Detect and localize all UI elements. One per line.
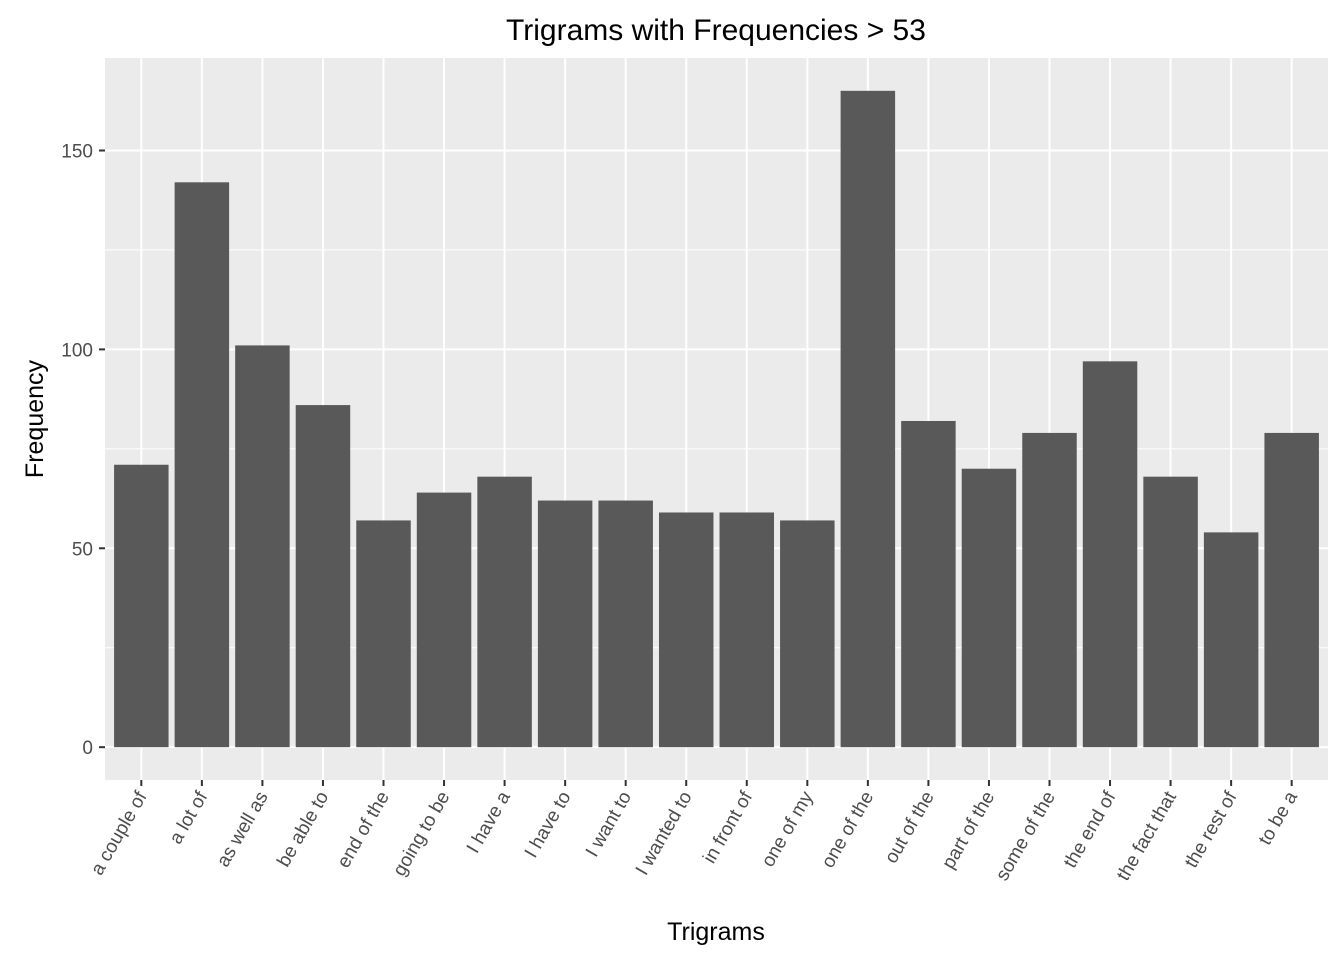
x-axis-title: Trigrams xyxy=(667,918,765,946)
bar-the-end-of xyxy=(1082,361,1138,748)
bar-in-front-of xyxy=(719,512,775,748)
bar-a-couple-of xyxy=(114,464,169,748)
bar-i-want-to xyxy=(598,500,653,748)
bar-the-rest-of xyxy=(1203,532,1259,748)
bar-some-of-the xyxy=(1022,432,1077,748)
bars xyxy=(114,90,1319,748)
bar-i-have-a xyxy=(477,476,532,748)
y-tick-label: 150 xyxy=(61,141,93,162)
bar-i-wanted-to xyxy=(658,512,714,748)
bar-i-have-to xyxy=(537,500,593,748)
chart-title: Trigrams with Frequencies > 53 xyxy=(506,14,926,47)
bar-one-of-my xyxy=(780,520,835,748)
bar-to-be-a xyxy=(1264,432,1319,748)
y-axis: 0 50 100 150 xyxy=(61,141,105,759)
bar-a-lot-of xyxy=(174,182,230,748)
bar-one-of-the xyxy=(840,90,896,748)
bar-out-of-the xyxy=(901,420,956,748)
bar-be-able-to xyxy=(295,405,351,748)
y-tick-label: 100 xyxy=(61,340,93,361)
bar-as-well-as xyxy=(235,345,290,748)
bar-going-to-be xyxy=(416,492,472,748)
bar-part-of-the xyxy=(961,468,1017,748)
y-axis-title: Frequency xyxy=(21,359,49,478)
y-tick-label: 50 xyxy=(72,539,93,560)
bar-end-of-the xyxy=(356,520,411,748)
y-tick-label: 0 xyxy=(82,738,93,759)
bar-the-fact-that xyxy=(1143,476,1198,748)
